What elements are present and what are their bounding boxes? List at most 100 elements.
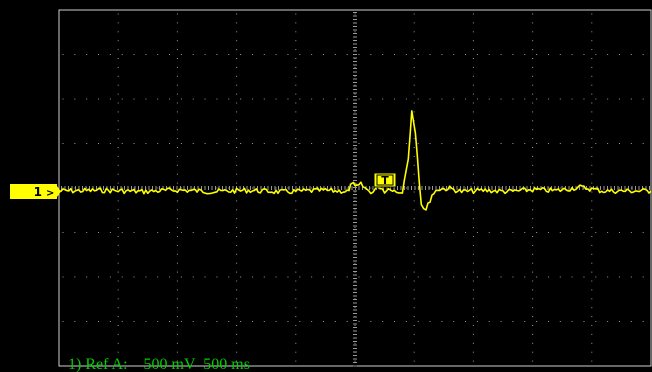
grid-dot <box>322 143 324 144</box>
grid-dot <box>591 22 593 24</box>
grid-dot <box>465 276 467 278</box>
grid-dot <box>176 22 178 24</box>
grid-dot <box>354 49 356 51</box>
center-axis-tick <box>353 250 357 251</box>
grid-dot <box>536 232 538 233</box>
channel-1-marker[interactable]: 1 > <box>10 184 61 199</box>
grid-dot <box>559 276 561 278</box>
grid-dot <box>354 13 356 15</box>
center-axis-tick <box>124 186 125 190</box>
grid-dot <box>117 49 119 51</box>
grid-dot <box>532 75 534 77</box>
grid-dot <box>472 244 474 246</box>
grid-dot <box>354 129 356 131</box>
grid-dot <box>591 138 593 140</box>
grid-dot <box>465 321 467 322</box>
grid-dot <box>532 236 534 237</box>
grid-dot <box>86 98 88 100</box>
grid-dot <box>500 54 502 55</box>
grid-dot <box>295 200 297 202</box>
grid-dot <box>176 298 178 300</box>
grid-dot <box>117 262 119 264</box>
grid-dot <box>263 321 265 322</box>
grid-dot <box>322 321 324 322</box>
grid-dot <box>216 187 218 189</box>
grid-dot <box>536 54 538 55</box>
grid-dot <box>117 173 119 175</box>
center-axis-tick <box>353 292 357 293</box>
grid-dot <box>236 218 238 220</box>
center-axis-tick <box>183 186 185 190</box>
grid-dot <box>472 129 474 131</box>
center-axis-tick <box>281 186 283 190</box>
grid-dot <box>180 143 182 144</box>
grid-dot <box>180 187 182 189</box>
grid-dot <box>547 276 549 278</box>
grid-dot <box>476 232 478 233</box>
grid-dot <box>117 111 119 113</box>
center-axis-tick <box>397 186 398 190</box>
center-axis-tick <box>617 186 619 190</box>
grid-dot <box>417 98 419 100</box>
grid-dot <box>595 143 597 144</box>
grid-dot <box>263 54 265 55</box>
grid-dot <box>275 321 277 322</box>
center-axis-tick <box>353 26 357 27</box>
grid-dot <box>236 40 238 42</box>
center-axis-tick <box>411 186 412 190</box>
center-axis-tick <box>353 120 357 122</box>
center-axis-tick <box>229 186 230 190</box>
trigger-marker[interactable]: T <box>373 172 397 188</box>
grid-dot <box>62 54 64 55</box>
center-axis-tick <box>353 208 357 209</box>
center-axis-tick <box>353 134 357 136</box>
center-axis-tick <box>190 186 192 190</box>
grid-dot <box>472 40 474 42</box>
grid-dot <box>382 54 384 55</box>
grid-dot <box>591 289 593 291</box>
center-axis-tick <box>456 186 458 190</box>
center-axis-tick <box>92 186 94 190</box>
center-axis-tick <box>353 327 357 328</box>
grid-dot <box>413 218 415 220</box>
grid-dot <box>295 164 297 166</box>
grid-dot <box>287 54 289 55</box>
center-axis-tick <box>628 186 629 190</box>
grid-dot <box>488 276 490 278</box>
grid-dot <box>295 244 297 246</box>
grid-dot <box>180 276 182 278</box>
grid-dot <box>429 54 431 55</box>
grid-dot <box>354 75 356 77</box>
grid-dot <box>358 143 360 144</box>
grid-dot <box>532 271 534 273</box>
grid-dot <box>157 321 159 322</box>
center-axis-tick <box>353 159 357 160</box>
grid-dot <box>394 98 396 100</box>
grid-dot <box>524 54 526 55</box>
center-axis-tick <box>82 186 83 190</box>
grid-dot <box>591 253 593 255</box>
center-axis-tick <box>353 351 357 353</box>
grid-dot <box>354 325 356 326</box>
grid-dot <box>583 187 585 189</box>
grid-dot <box>263 98 265 100</box>
grid-dot <box>236 13 238 15</box>
grid-dot <box>532 244 534 246</box>
grid-dot <box>472 138 474 140</box>
center-axis-tick <box>353 64 357 66</box>
grid-dot <box>413 138 415 140</box>
grid-dot <box>642 187 644 189</box>
grid-dot <box>413 289 415 291</box>
grid-dot <box>413 84 415 86</box>
grid-dot <box>169 232 171 233</box>
grid-dot <box>591 244 593 246</box>
grid-dot <box>358 321 360 322</box>
center-axis-tick <box>362 186 363 190</box>
grid-dot <box>192 54 194 55</box>
center-axis-tick <box>353 43 357 45</box>
center-axis-tick <box>353 50 357 52</box>
center-axis-tick <box>477 186 479 190</box>
grid-dot <box>642 54 644 55</box>
grid-dot <box>413 200 415 202</box>
center-axis-tick <box>353 148 357 150</box>
